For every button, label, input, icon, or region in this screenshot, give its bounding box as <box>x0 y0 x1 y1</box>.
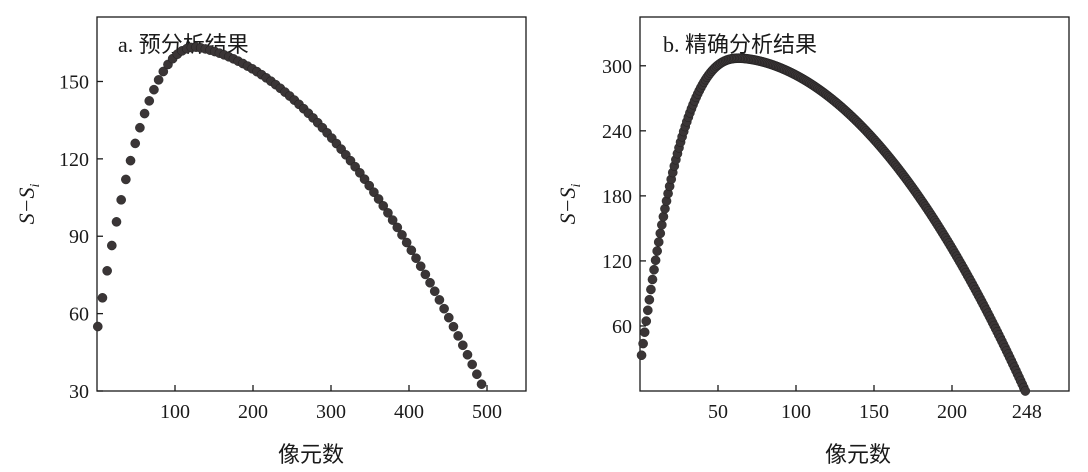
x-axis-title: 像元数 <box>278 442 344 467</box>
x-tick-label: 200 <box>937 401 967 423</box>
data-point <box>107 240 117 251</box>
data-point <box>641 316 652 326</box>
x-tick-label: 248 <box>1012 401 1042 423</box>
data-point <box>652 246 662 256</box>
y-axis-title-subscript: i <box>569 184 584 188</box>
y-axis-title-subscript: i <box>28 184 43 188</box>
data-point <box>420 269 431 280</box>
x-axis-title: 像元数 <box>825 442 891 467</box>
y-tick-label: 240 <box>602 121 632 143</box>
data-point <box>383 208 393 218</box>
data-point <box>646 284 656 295</box>
y-axis-title-main: S−S <box>555 188 580 225</box>
data-point <box>411 253 421 263</box>
data-series <box>636 53 1031 396</box>
data-point <box>472 369 482 380</box>
x-tick-label: 100 <box>160 401 190 423</box>
x-tick-label: 300 <box>316 401 346 423</box>
data-point <box>397 230 407 240</box>
data-point <box>636 350 647 361</box>
data-point <box>153 75 164 85</box>
data-point <box>378 201 389 211</box>
data-point <box>149 84 159 95</box>
y-tick-label: 180 <box>602 186 632 208</box>
data-point <box>653 237 664 247</box>
data-point <box>92 321 103 332</box>
data-point <box>387 215 398 225</box>
data-point <box>130 138 141 149</box>
data-point <box>429 286 440 297</box>
data-point <box>448 321 459 332</box>
data-point <box>657 220 667 230</box>
data-point <box>1020 386 1031 396</box>
data-point <box>144 96 155 106</box>
y-tick-label: 90 <box>69 226 89 248</box>
data-point <box>458 340 468 351</box>
data-point <box>655 228 666 239</box>
data-point <box>139 108 150 119</box>
y-tick-label: 120 <box>602 251 632 273</box>
data-point <box>462 349 473 360</box>
axis-ticks: 100 200 300 400 500 30 60 90 120 150 <box>59 71 502 423</box>
data-point <box>364 180 375 191</box>
x-tick-label: 100 <box>781 401 811 423</box>
data-point <box>392 222 403 233</box>
y-tick-label: 120 <box>59 149 89 171</box>
y-tick-label: 300 <box>602 56 632 78</box>
data-point <box>425 277 435 288</box>
data-point <box>434 295 445 305</box>
x-tick-label: 150 <box>859 401 889 423</box>
y-tick-label: 60 <box>612 316 632 338</box>
x-tick-label: 500 <box>472 401 502 423</box>
axis-ticks: 50 100 150 200 248 60 120 180 240 300 <box>602 56 1042 423</box>
y-axis-title: S−Si <box>14 184 43 225</box>
y-tick-label: 30 <box>69 381 89 403</box>
data-point <box>125 155 136 166</box>
data-point <box>467 359 477 370</box>
data-point <box>647 274 658 285</box>
x-tick-label: 400 <box>394 401 424 423</box>
y-tick-label: 60 <box>69 304 89 326</box>
data-point <box>97 293 108 303</box>
data-point <box>401 237 412 248</box>
data-point <box>373 194 384 204</box>
chart-title: b. 精确分析结果 <box>663 32 817 57</box>
data-point <box>638 338 648 349</box>
y-axis-title-main: S−S <box>14 188 39 225</box>
data-point <box>443 312 454 323</box>
data-point <box>658 211 669 222</box>
plot-frame <box>639 16 1070 392</box>
data-point <box>135 122 145 133</box>
plot-frame <box>96 16 527 392</box>
data-point <box>111 217 122 227</box>
data-series <box>92 42 487 389</box>
data-point <box>116 195 126 205</box>
data-point <box>369 187 379 198</box>
x-tick-label: 200 <box>238 401 268 423</box>
data-point <box>453 331 463 341</box>
data-point <box>158 66 169 77</box>
y-axis-title: S−Si <box>555 184 584 225</box>
data-point <box>643 305 653 316</box>
data-point <box>406 245 417 256</box>
data-point <box>650 255 661 266</box>
data-point <box>439 303 449 314</box>
data-point <box>102 266 112 276</box>
data-point <box>644 294 655 305</box>
data-point <box>121 174 131 185</box>
data-point <box>649 264 659 275</box>
x-tick-label: 50 <box>708 401 728 423</box>
data-point <box>415 261 426 272</box>
chart-panel-b: b. 精确分析结果 像元数 S−Si 50 100 150 200 248 60 120 18… <box>555 16 1070 467</box>
data-point <box>476 379 487 389</box>
chart-panel-a: a. 预分析结果 像元数 S−Si 100 200 300 400 5003060901… <box>14 16 527 467</box>
y-tick-label: 150 <box>59 71 89 93</box>
data-point <box>639 327 650 338</box>
